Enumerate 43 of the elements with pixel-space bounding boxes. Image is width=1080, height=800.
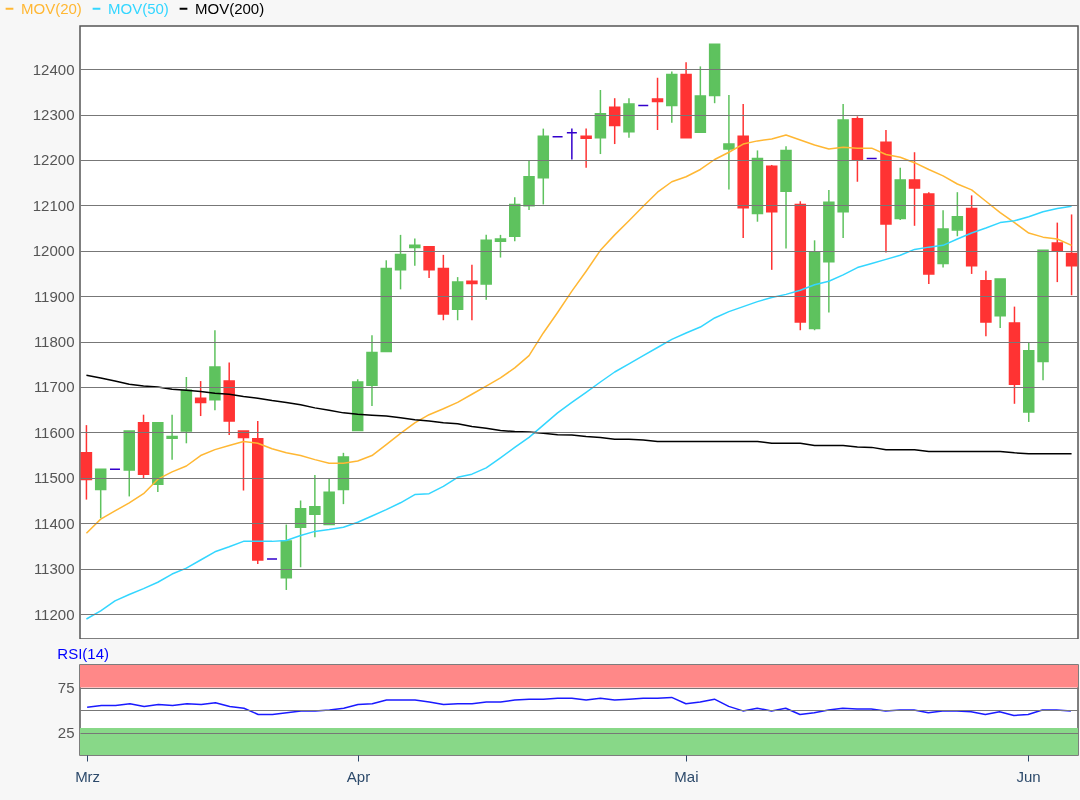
x-tick-label: Mrz xyxy=(75,767,101,785)
y-tick-label: 25 xyxy=(57,724,75,741)
y-tick-label: 12100 xyxy=(32,196,75,214)
y-tick-label: 11900 xyxy=(33,287,75,305)
y-tick-label: 11300 xyxy=(33,560,75,578)
candlestick xyxy=(723,94,735,191)
y-tick-label: 11800 xyxy=(33,333,75,351)
y-tick-label: 11600 xyxy=(33,423,75,441)
candlestick xyxy=(494,234,507,259)
candlestick xyxy=(651,77,664,131)
candlestick xyxy=(908,151,921,227)
x-tick-label: Mai xyxy=(674,767,699,785)
legend-label: MOV(200) xyxy=(195,0,265,17)
candlestick xyxy=(580,127,592,169)
y-tick-label: 12300 xyxy=(32,106,75,124)
candlestick xyxy=(394,234,407,291)
y-tick-label: 11700 xyxy=(33,378,75,396)
candlestick xyxy=(423,245,435,279)
y-tick-label: 12200 xyxy=(32,151,75,169)
line-series xyxy=(85,205,1073,620)
line-series xyxy=(85,134,1073,534)
x-tick-label: Jun xyxy=(1016,767,1041,785)
y-tick-label: 11400 xyxy=(33,514,75,532)
legend-label: MOV(20) xyxy=(21,0,82,17)
line-series xyxy=(86,696,1072,717)
y-tick-label: 75 xyxy=(57,679,75,696)
candlestick xyxy=(1051,221,1064,283)
chart-title: RSI(14) xyxy=(57,645,109,662)
candlestick xyxy=(1065,213,1078,297)
legend-label: MOV(50) xyxy=(108,0,169,17)
y-tick-label: 12400 xyxy=(32,60,75,78)
y-tick-label: 12000 xyxy=(32,242,75,260)
candlestick xyxy=(466,264,478,321)
y-tick-label: 11200 xyxy=(33,605,75,623)
candlestick xyxy=(294,499,307,569)
x-tick-label: Apr xyxy=(346,767,371,785)
candlestick xyxy=(951,191,964,237)
line-series xyxy=(85,374,1073,455)
candlestick xyxy=(566,127,578,161)
y-tick-label: 11500 xyxy=(33,469,75,487)
candlestick xyxy=(309,474,321,539)
candlestick xyxy=(166,413,178,461)
candlestick xyxy=(94,468,107,519)
